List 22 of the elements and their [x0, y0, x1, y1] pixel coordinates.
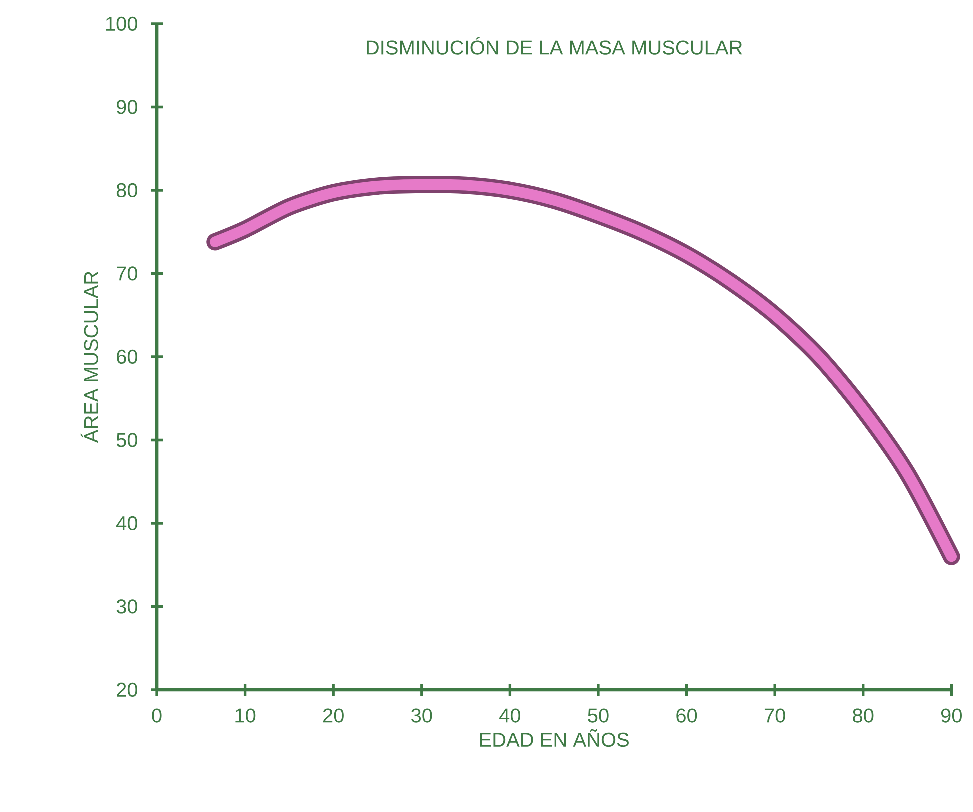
x-tick-label: 30 [412, 708, 432, 723]
y-tick-label: 70 [117, 266, 138, 281]
y-tick-label: 100 [106, 16, 138, 32]
x-tick-label: 10 [236, 708, 256, 723]
x-tick-label: 40 [500, 708, 521, 723]
y-tick-label: 40 [116, 516, 138, 531]
y-tick-label: 30 [116, 600, 138, 614]
y-tick-label: 60 [117, 350, 138, 364]
x-axis-title: EDAD EN AÑOS [480, 729, 629, 748]
x-tick-label: 60 [676, 708, 698, 723]
text: DISMINUCIÓN DE LA MASA MUSCULAR [367, 37, 742, 55]
y-axis-title: ÁREA MUSCULAR [80, 272, 98, 444]
y-tick-label: 50 [116, 433, 138, 448]
x-tick-label: 50 [588, 708, 609, 723]
y-tick-label: 20 [117, 682, 138, 698]
y-tick-label: 80 [116, 183, 138, 198]
x-tick-label: 80 [853, 708, 874, 723]
x-tick-label: 20 [323, 708, 344, 723]
y-tick-label: 90 [116, 100, 138, 114]
x-tick-label: 0 [152, 708, 162, 723]
x-tick-label: 70 [764, 708, 786, 723]
x-tick-label: 90 [941, 708, 962, 723]
